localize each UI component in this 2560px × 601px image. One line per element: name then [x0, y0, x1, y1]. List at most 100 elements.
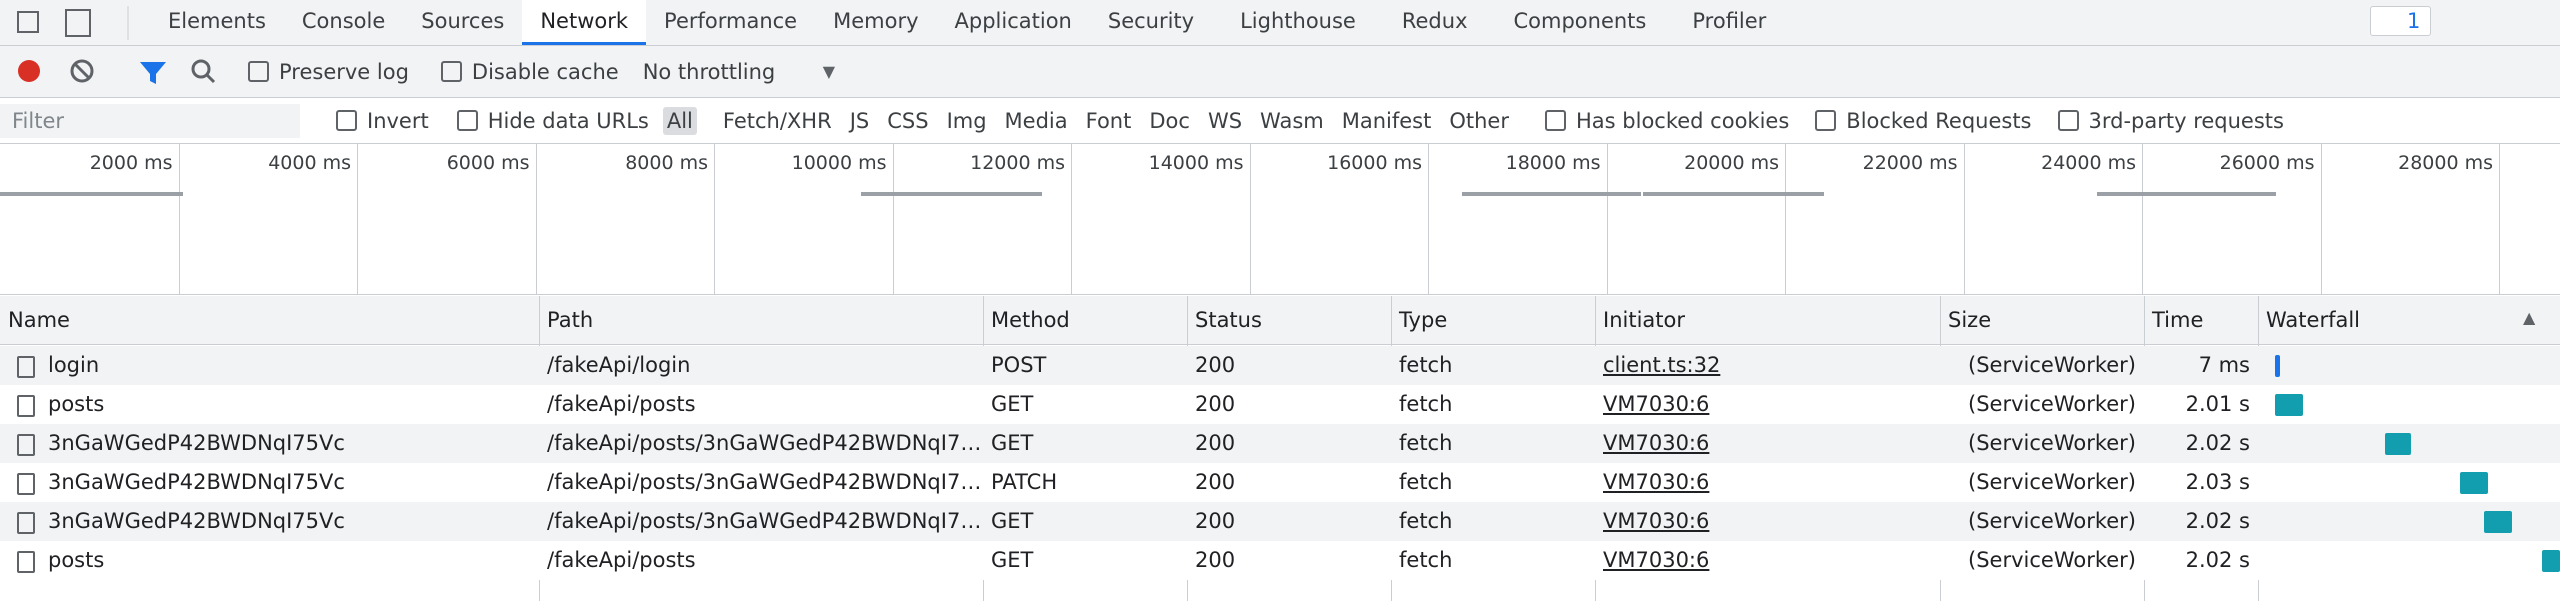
tab[interactable]: Memory [833, 9, 919, 33]
tab[interactable]: Application [954, 9, 1072, 33]
waterfall-bar [2275, 355, 2280, 377]
table-row[interactable] [0, 502, 2560, 541]
throttling-select[interactable]: No throttling [642, 59, 776, 84]
checkbox[interactable] [248, 61, 269, 82]
type-filter[interactable]: Media [1004, 108, 1068, 133]
checkbox-option[interactable]: Disable cache [440, 60, 619, 84]
column-header[interactable]: Time [2152, 308, 2204, 332]
cell-text: GET [991, 431, 1034, 455]
type-filter[interactable]: All [662, 106, 697, 135]
timeline-label: 18000 ms [1505, 152, 1601, 174]
checkbox-label: Hide data URLs [487, 108, 649, 133]
type-filter[interactable]: Fetch/XHR [722, 108, 832, 133]
checkbox-label: 3rd-party requests [2088, 108, 2284, 133]
checkbox-option[interactable]: Invert [336, 109, 429, 133]
cell-text: 2.02 s [2185, 548, 2250, 572]
timeline-label: 6000 ms [446, 152, 530, 174]
cell-text: fetch [1399, 470, 1453, 494]
timeline-divider [1963, 144, 1965, 294]
table-row[interactable] [0, 541, 2560, 580]
cell-text: /fakeApi/posts/3nGaWGedP42BWDNqI7… [547, 509, 982, 533]
column-header[interactable]: Waterfall [2266, 308, 2361, 332]
checkbox-label: Has blocked cookies [1576, 108, 1790, 133]
header-row [0, 296, 2560, 345]
checkbox-option[interactable]: 3rd-party requests [2057, 108, 2284, 133]
tab[interactable]: Security [1107, 9, 1195, 33]
checkbox[interactable] [1815, 110, 1837, 131]
cell-text: (ServiceWorker) [1968, 509, 2136, 533]
column-header[interactable]: Status [1195, 308, 1262, 332]
cell-text: 200 [1195, 431, 1236, 455]
tab[interactable]: Console [301, 9, 386, 33]
cell-text: /fakeApi/posts/3nGaWGedP42BWDNqI7… [547, 431, 982, 455]
type-filter[interactable]: Wasm [1260, 108, 1324, 133]
issues-count[interactable]: 1 [2407, 9, 2421, 33]
request-icon [17, 434, 35, 456]
column-header[interactable]: Method [991, 308, 1070, 332]
initiator-link[interactable]: VM7030:6 [1603, 431, 1710, 455]
initiator-link[interactable]: VM7030:6 [1603, 509, 1710, 533]
table-row[interactable] [0, 424, 2560, 463]
column-header[interactable]: Path [547, 308, 594, 332]
table-row[interactable] [0, 385, 2560, 424]
timeline-divider [1071, 144, 1072, 294]
type-filter[interactable]: JS [849, 108, 870, 133]
tab[interactable]: Elements [168, 9, 266, 33]
checkbox-label: Invert [367, 108, 429, 133]
column-header[interactable]: Type [1399, 308, 1448, 332]
timeline-label: 16000 ms [1327, 152, 1422, 174]
timeline-label: 22000 ms [1862, 152, 1958, 174]
column-header[interactable]: Initiator [1603, 308, 1685, 332]
type-filter[interactable]: Doc [1149, 108, 1190, 133]
column-header[interactable]: Name [8, 308, 70, 332]
cell-text: 2.03 s [2185, 470, 2250, 494]
checkbox[interactable] [440, 61, 462, 82]
tab[interactable]: Profiler [1692, 9, 1767, 33]
cell-text: login [48, 353, 100, 377]
initiator-link[interactable]: VM7030:6 [1603, 548, 1710, 572]
request-icon [17, 473, 35, 495]
tab[interactable]: Network [522, 0, 647, 45]
type-filter[interactable]: Img [946, 108, 987, 133]
checkbox-option[interactable]: Preserve log [248, 60, 409, 84]
timeline-label: 14000 ms [1148, 152, 1244, 174]
tab[interactable]: Sources [421, 9, 505, 33]
initiator-link[interactable]: VM7030:6 [1603, 470, 1710, 494]
tab[interactable]: Redux [1401, 9, 1468, 33]
cell-text: PATCH [991, 470, 1058, 494]
checkbox[interactable] [2057, 110, 2079, 131]
table-row[interactable] [0, 346, 2560, 385]
timeline-divider [892, 144, 894, 294]
checkbox[interactable] [336, 110, 357, 131]
column-header[interactable]: Size [1948, 308, 1992, 332]
cell-text: 200 [1195, 353, 1236, 377]
checkbox[interactable] [1545, 110, 1566, 131]
cell-text: posts [48, 548, 105, 572]
checkbox-label: Blocked Requests [1846, 108, 2032, 133]
filter-input[interactable]: Filter [0, 103, 300, 138]
type-filter[interactable]: Other [1449, 108, 1509, 133]
type-filter[interactable]: Manifest [1341, 108, 1432, 133]
tab[interactable]: Lighthouse [1240, 9, 1356, 33]
issues-badge[interactable]: 1 [2370, 6, 2432, 36]
checkbox-option[interactable]: Has blocked cookies [1545, 109, 1789, 133]
type-filter[interactable]: CSS [887, 108, 929, 133]
cell-text: (ServiceWorker) [1968, 548, 2136, 572]
checkbox[interactable] [456, 110, 478, 131]
type-filter[interactable]: WS [1207, 108, 1243, 133]
cell-text: fetch [1399, 509, 1453, 533]
timeline-label: 28000 ms [2398, 152, 2493, 174]
cell-text: 3nGaWGedP42BWDNqI75Vc [48, 431, 345, 455]
tab[interactable]: Components [1513, 9, 1647, 33]
request-icon [17, 356, 35, 378]
inspect-icons [17, 6, 129, 40]
initiator-link[interactable]: VM7030:6 [1603, 392, 1710, 416]
tab[interactable]: Performance [664, 9, 798, 33]
type-filter[interactable]: Font [1085, 108, 1132, 133]
checkbox-option[interactable]: Blocked Requests [1815, 108, 2032, 133]
initiator-link[interactable]: client.ts:32 [1603, 353, 1721, 377]
timeline-label: 8000 ms [625, 152, 708, 174]
table-row[interactable] [0, 463, 2560, 502]
checkbox-option[interactable]: Hide data URLs [456, 108, 649, 133]
